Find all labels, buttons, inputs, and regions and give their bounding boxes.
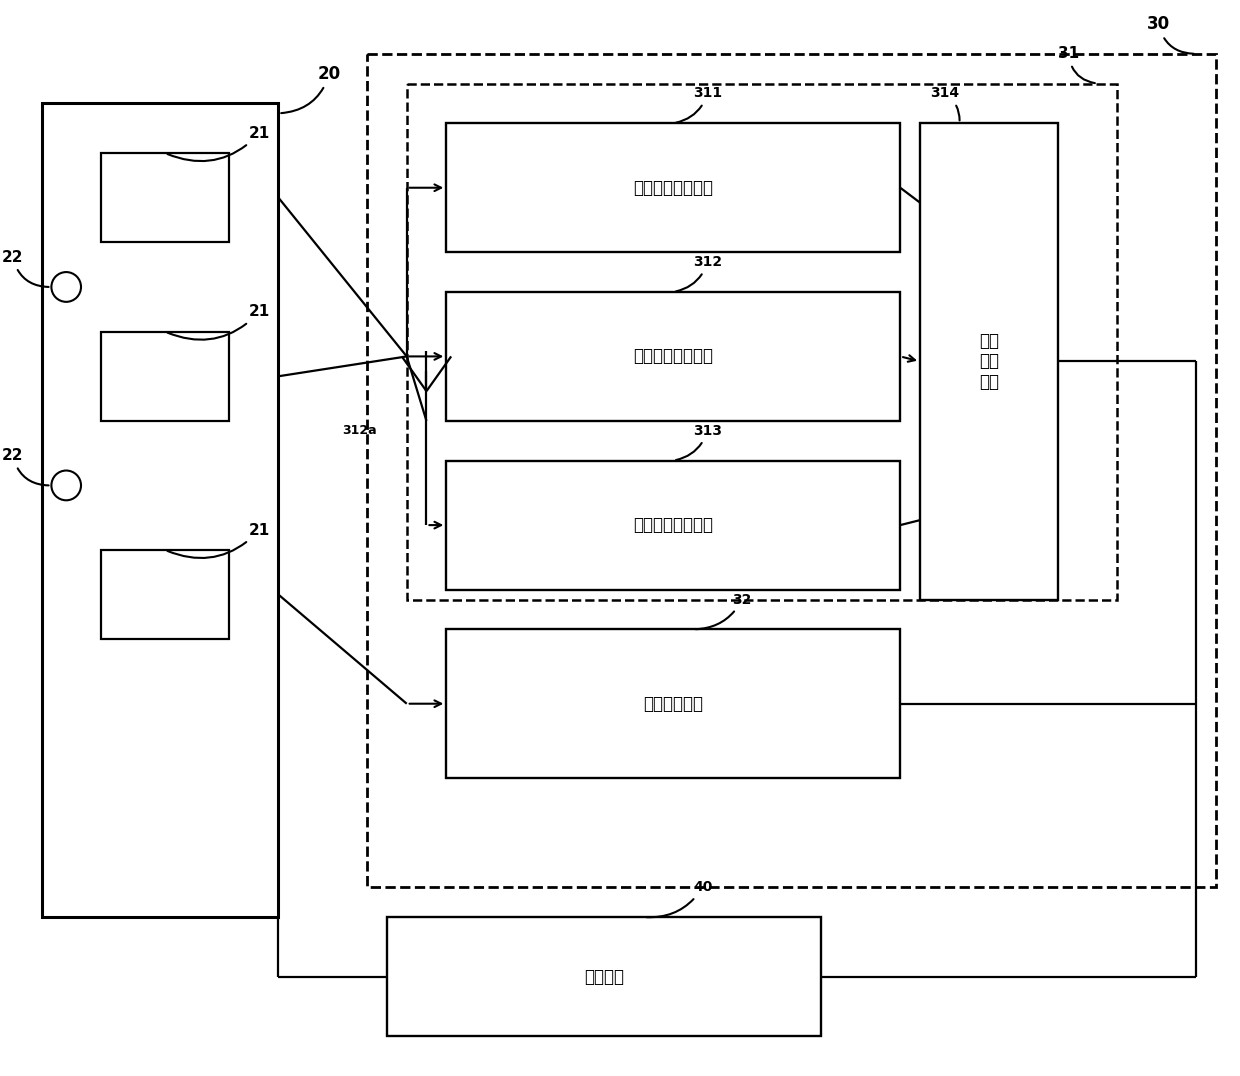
Text: 313: 313 — [676, 424, 722, 461]
Text: 控制单元: 控制单元 — [584, 967, 624, 986]
Text: 30: 30 — [1147, 15, 1194, 54]
Text: 低频干扰检测模块: 低频干扰检测模块 — [634, 348, 713, 366]
Text: 40: 40 — [646, 880, 712, 917]
Text: 311: 311 — [676, 86, 722, 123]
Bar — [446, 124, 900, 252]
Text: 22: 22 — [2, 250, 48, 287]
Bar — [41, 103, 279, 917]
Text: 按键检测单元: 按键检测单元 — [644, 695, 703, 712]
Text: 高频干扰检测模块: 高频干扰检测模块 — [634, 516, 713, 534]
Text: 21: 21 — [167, 523, 270, 558]
Text: 312a: 312a — [342, 424, 377, 437]
Circle shape — [51, 470, 81, 500]
Text: 314: 314 — [930, 86, 960, 121]
Text: 系统干扰检测模块: 系统干扰检测模块 — [634, 179, 713, 197]
Bar — [446, 629, 900, 778]
Bar — [446, 292, 900, 421]
Text: 312: 312 — [676, 255, 722, 292]
Bar — [100, 331, 229, 421]
Text: 20: 20 — [281, 65, 341, 113]
Bar — [446, 461, 900, 590]
Bar — [100, 153, 229, 242]
Text: 32: 32 — [696, 593, 751, 629]
Circle shape — [51, 272, 81, 302]
Text: 检测
控制
模块: 检测 控制 模块 — [980, 331, 999, 392]
Bar — [367, 54, 1216, 888]
Bar — [920, 124, 1058, 599]
Text: 21: 21 — [167, 126, 270, 161]
Bar — [100, 550, 229, 639]
Bar — [407, 84, 1117, 599]
Text: 31: 31 — [1058, 46, 1095, 83]
Bar — [387, 917, 821, 1036]
Text: 22: 22 — [2, 448, 48, 485]
Text: 21: 21 — [167, 305, 270, 340]
